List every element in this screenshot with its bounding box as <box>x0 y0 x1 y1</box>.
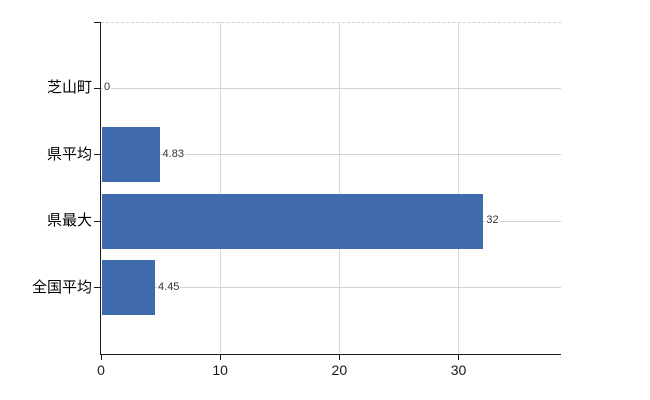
x-tick-label: 20 <box>331 362 348 378</box>
category-label: 全国平均 <box>31 278 92 296</box>
y-tick <box>94 220 100 222</box>
x-tick <box>458 355 459 360</box>
x-tick <box>219 355 221 360</box>
x-axis-line <box>99 353 561 355</box>
category-label: 県最大 <box>46 212 92 230</box>
value-label: 32 <box>485 214 500 228</box>
category-label: 芝山町 <box>46 79 92 97</box>
h-gridline <box>101 154 561 156</box>
v-gridline <box>458 22 459 354</box>
x-tick-label: 10 <box>212 362 228 378</box>
bar <box>102 260 156 316</box>
y-tick <box>94 154 100 156</box>
x-tick-label: 0 <box>97 362 105 378</box>
bar <box>102 193 484 249</box>
h-gridline <box>101 287 561 289</box>
value-label: 4.83 <box>161 147 185 161</box>
h-gridline <box>101 87 561 89</box>
y-tick <box>94 21 100 23</box>
x-tick <box>338 355 340 360</box>
y-tick <box>94 287 100 289</box>
category-label: 県平均 <box>46 145 92 163</box>
plot-top-border <box>101 22 561 23</box>
value-label: 4.45 <box>157 280 181 294</box>
v-gridline <box>219 22 221 354</box>
y-axis-line <box>99 22 101 354</box>
x-tick-label: 30 <box>450 362 467 378</box>
x-tick <box>100 355 102 360</box>
bar <box>102 127 160 183</box>
v-gridline <box>338 22 340 354</box>
y-tick <box>94 87 100 89</box>
value-label: 0 <box>103 81 112 95</box>
